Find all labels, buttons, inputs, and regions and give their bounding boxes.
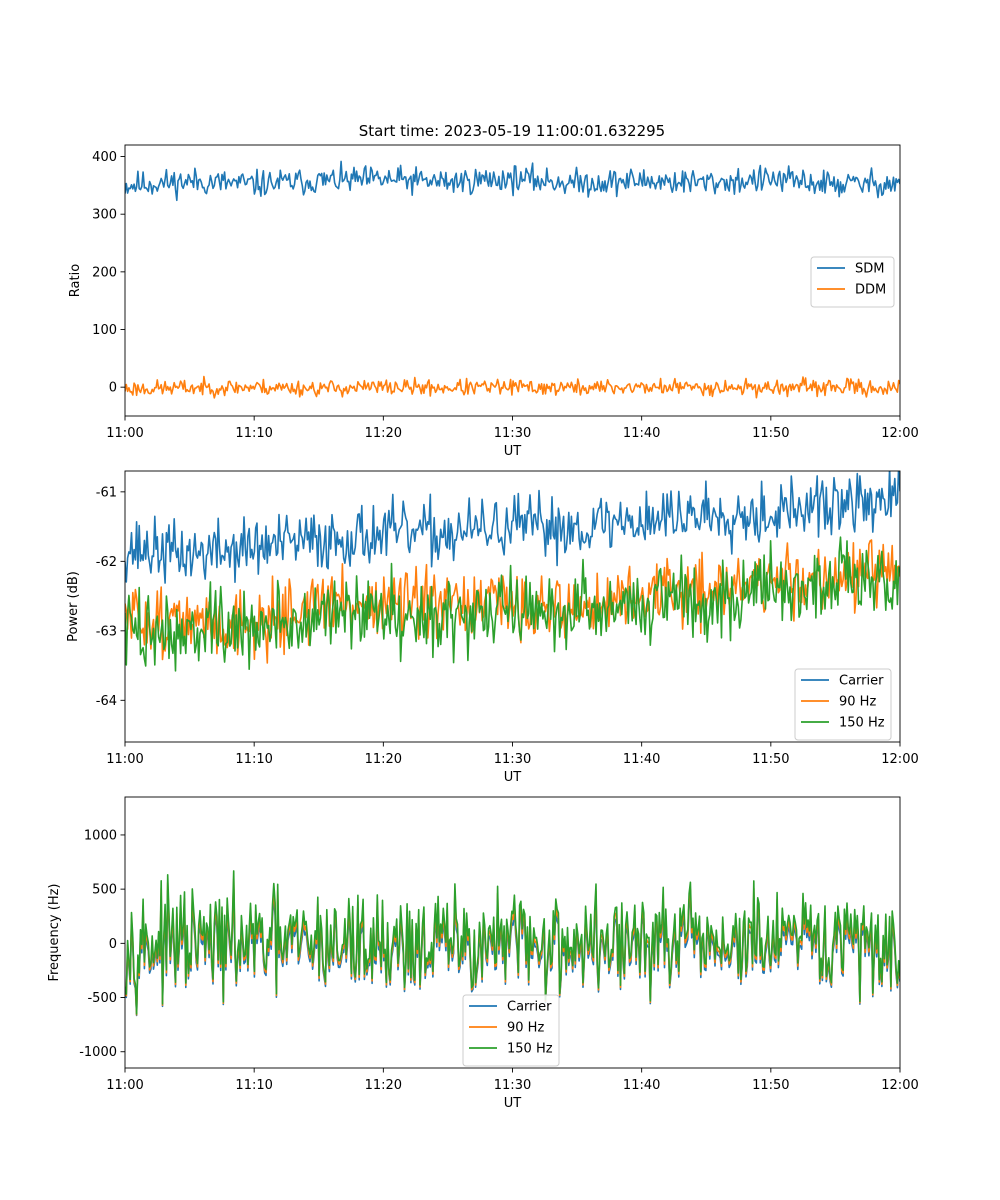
legend: Carrier 90 Hz 150 Hz <box>794 668 892 741</box>
y-tick-label: -61 <box>96 485 117 500</box>
x-tick-label: 11:20 <box>365 1078 402 1093</box>
power-panel: 11:00 11:10 11:20 11:30 11:40 11:50 12:00 -64 -6… <box>66 470 919 785</box>
y-axis-label: Power (dB) <box>66 571 81 642</box>
y-tick-label: 1000 <box>84 828 117 843</box>
series-line-150-hz <box>125 870 900 1015</box>
y-tick-label: 0 <box>109 381 117 396</box>
y-tick-label: -500 <box>87 991 117 1006</box>
x-tick-label: 11:30 <box>494 1078 531 1093</box>
legend: Carrier 90 Hz 150 Hz <box>462 994 560 1067</box>
legend-label: 150 Hz <box>839 716 885 731</box>
x-tick-label: 11:50 <box>752 752 789 767</box>
ratio-panel: 11:00 11:10 11:20 11:30 11:40 11:50 12:00 0 100 2… <box>68 144 919 459</box>
legend: SDM DDM <box>810 256 895 308</box>
x-tick-label: 11:00 <box>106 752 143 767</box>
x-tick-label: 11:10 <box>235 752 272 767</box>
legend-label: 90 Hz <box>839 695 876 710</box>
y-axis-label: Ratio <box>68 264 83 297</box>
frequency-panel: 11:00 11:10 11:20 11:30 11:40 11:50 12:00 -1000… <box>47 796 919 1111</box>
y-axis-label: Frequency (Hz) <box>47 883 62 981</box>
x-tick-label: 11:40 <box>623 752 660 767</box>
y-tick-label: 0 <box>109 937 117 952</box>
x-tick-label: 11:40 <box>623 1078 660 1093</box>
legend-label: 150 Hz <box>507 1042 553 1057</box>
legend-label: Carrier <box>507 1000 552 1015</box>
x-tick-label: 11:00 <box>106 1078 143 1093</box>
y-tick-label: -62 <box>96 555 117 570</box>
series-line-sdm <box>125 160 900 202</box>
legend-label: DDM <box>855 283 886 298</box>
series-line-ddm <box>125 375 900 399</box>
x-tick-label: 12:00 <box>881 1078 918 1093</box>
legend-label: Carrier <box>839 674 884 689</box>
y-tick-label: 100 <box>92 323 117 338</box>
series-line-carrier <box>125 471 900 584</box>
legend-box <box>810 256 895 308</box>
x-tick-label: 11:10 <box>235 426 272 441</box>
series-line-150-hz <box>125 536 900 672</box>
x-tick-label: 11:50 <box>752 426 789 441</box>
y-tick-label: 200 <box>92 265 117 280</box>
x-tick-label: 11:00 <box>106 426 143 441</box>
x-tick-label: 11:40 <box>623 426 660 441</box>
x-tick-label: 11:50 <box>752 1078 789 1093</box>
x-axis-label: UT <box>504 1096 522 1111</box>
x-tick-label: 11:20 <box>365 426 402 441</box>
x-tick-label: 11:30 <box>494 426 531 441</box>
y-tick-label: -63 <box>96 624 117 639</box>
y-tick-label: 500 <box>92 883 117 898</box>
y-tick-label: 400 <box>92 150 117 165</box>
y-tick-label: 300 <box>92 208 117 223</box>
legend-label: SDM <box>855 262 884 277</box>
y-tick-label: -1000 <box>79 1045 117 1060</box>
x-axis-label: UT <box>504 770 522 785</box>
figure-title: Start time: 2023-05-19 11:00:01.632295 <box>359 122 665 140</box>
x-tick-label: 12:00 <box>881 752 918 767</box>
x-tick-label: 11:30 <box>494 752 531 767</box>
legend-label: 90 Hz <box>507 1021 544 1036</box>
y-tick-label: -64 <box>96 694 117 709</box>
x-tick-label: 12:00 <box>881 426 918 441</box>
x-tick-label: 11:10 <box>235 1078 272 1093</box>
x-axis-label: UT <box>504 444 522 459</box>
x-tick-label: 11:20 <box>365 752 402 767</box>
